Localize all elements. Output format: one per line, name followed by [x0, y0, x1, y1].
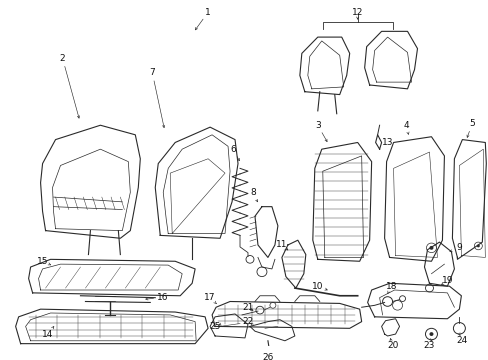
Circle shape [428, 332, 432, 336]
Text: 5: 5 [468, 119, 474, 128]
Circle shape [428, 246, 432, 250]
Text: 4: 4 [403, 121, 408, 130]
Text: 25: 25 [209, 322, 220, 331]
Text: 2: 2 [60, 54, 65, 63]
Text: 9: 9 [456, 243, 461, 252]
Text: 19: 19 [441, 276, 452, 285]
Text: 21: 21 [242, 303, 253, 312]
Text: 3: 3 [314, 121, 320, 130]
Text: 14: 14 [42, 329, 53, 338]
Circle shape [476, 244, 479, 247]
Text: 6: 6 [230, 145, 235, 154]
Text: 7: 7 [149, 68, 155, 77]
Text: 15: 15 [37, 257, 48, 266]
Text: 1: 1 [205, 8, 210, 17]
Text: 16: 16 [156, 293, 168, 302]
Text: 22: 22 [242, 317, 253, 326]
Text: 26: 26 [262, 352, 273, 360]
Text: 10: 10 [311, 282, 323, 291]
Text: 8: 8 [249, 188, 255, 197]
Text: 20: 20 [386, 341, 397, 350]
Text: 23: 23 [423, 341, 434, 350]
Text: 11: 11 [276, 240, 287, 249]
Text: 24: 24 [456, 336, 467, 345]
Text: 12: 12 [351, 8, 363, 17]
Text: 18: 18 [385, 282, 397, 291]
Text: 13: 13 [381, 138, 392, 147]
Text: 17: 17 [204, 293, 215, 302]
